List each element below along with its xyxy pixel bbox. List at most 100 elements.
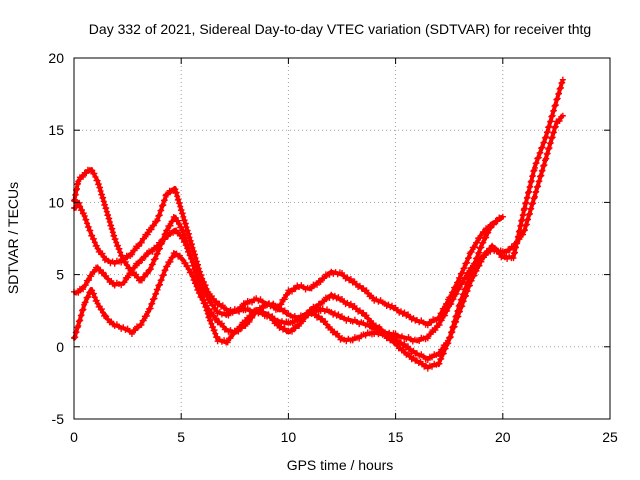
data-point xyxy=(438,355,445,362)
data-point xyxy=(92,173,99,180)
chart-title: Day 332 of 2021, Sidereal Day-to-day VTE… xyxy=(89,21,591,37)
data-point xyxy=(84,220,91,227)
data-point xyxy=(90,235,97,242)
data-point xyxy=(149,248,156,255)
data-point xyxy=(86,277,92,284)
data-point xyxy=(363,312,370,319)
data-point xyxy=(483,234,490,241)
data-point xyxy=(289,288,295,295)
data-point xyxy=(432,327,439,333)
data-point xyxy=(461,265,468,272)
data-point xyxy=(122,256,128,263)
data-point xyxy=(98,306,105,313)
data-point xyxy=(468,270,475,277)
data-point xyxy=(144,270,151,277)
data-point xyxy=(141,273,148,280)
data-point xyxy=(100,269,107,276)
data-point xyxy=(460,291,467,297)
data-point xyxy=(495,247,502,254)
data-point xyxy=(227,335,234,342)
data-point xyxy=(199,275,206,282)
data-point xyxy=(140,317,147,324)
data-point xyxy=(442,345,449,352)
data-point xyxy=(246,318,253,325)
data-point xyxy=(79,206,85,213)
data-point xyxy=(188,270,195,276)
data-point xyxy=(445,340,452,347)
data-point xyxy=(87,227,94,234)
data-point xyxy=(459,270,466,276)
data-point xyxy=(164,227,171,234)
data-point xyxy=(89,232,96,239)
data-point xyxy=(148,226,155,233)
x-tick-label: 10 xyxy=(281,429,297,445)
data-point xyxy=(368,318,375,324)
data-point xyxy=(268,313,275,320)
data-point xyxy=(472,260,479,266)
data-point xyxy=(82,282,89,288)
x-tick-label: 0 xyxy=(70,429,78,445)
data-point xyxy=(559,112,566,119)
data-point xyxy=(459,295,466,302)
data-point xyxy=(175,196,182,203)
data-point xyxy=(149,261,156,268)
data-point xyxy=(167,222,174,229)
data-point xyxy=(539,144,546,151)
data-point xyxy=(533,160,540,166)
data-point xyxy=(77,203,84,210)
data-point xyxy=(296,322,303,329)
data-point xyxy=(136,243,142,250)
data-point xyxy=(81,213,88,219)
data-point xyxy=(401,309,408,316)
data-point xyxy=(80,173,87,180)
data-point xyxy=(322,318,329,325)
data-point xyxy=(265,311,272,318)
data-point xyxy=(456,301,463,308)
data-point xyxy=(289,328,295,335)
data-point xyxy=(196,289,203,296)
data-point xyxy=(235,328,242,335)
data-point xyxy=(147,305,154,312)
data-point xyxy=(440,350,447,357)
tick-layer: 0 5 10 15 20 25 -5 0 5 10 15 20 xyxy=(48,50,618,445)
data-point xyxy=(559,76,566,83)
data-point xyxy=(125,274,132,281)
data-point xyxy=(481,254,487,261)
plot-frame xyxy=(73,57,611,420)
data-point xyxy=(218,320,225,327)
data-point xyxy=(82,299,89,306)
data-point xyxy=(471,272,478,279)
data-point xyxy=(133,271,140,278)
data-point xyxy=(464,259,471,266)
y-tick-label: 0 xyxy=(56,339,64,355)
data-point xyxy=(208,320,215,327)
data-point xyxy=(242,301,249,308)
data-point xyxy=(474,254,481,261)
data-point xyxy=(158,240,165,247)
data-point xyxy=(116,245,123,252)
data-point xyxy=(136,260,142,267)
data-point xyxy=(80,210,87,217)
data-point xyxy=(319,315,326,322)
data-point xyxy=(192,279,199,286)
data-point xyxy=(444,300,451,307)
data-point xyxy=(90,290,97,297)
data-point xyxy=(468,248,475,255)
data-point xyxy=(198,293,205,300)
data-point xyxy=(175,217,181,224)
data-point xyxy=(321,275,328,282)
data-point xyxy=(349,337,356,344)
data-point xyxy=(552,123,559,130)
data-point xyxy=(347,276,354,282)
data-point xyxy=(85,223,92,230)
data-point xyxy=(278,301,285,308)
data-point xyxy=(77,317,84,324)
data-point xyxy=(224,339,231,346)
data-point xyxy=(154,286,161,293)
data-point xyxy=(203,302,210,309)
data-point xyxy=(292,285,299,292)
data-point xyxy=(321,298,328,305)
data-point xyxy=(478,258,485,265)
data-point xyxy=(91,268,98,275)
